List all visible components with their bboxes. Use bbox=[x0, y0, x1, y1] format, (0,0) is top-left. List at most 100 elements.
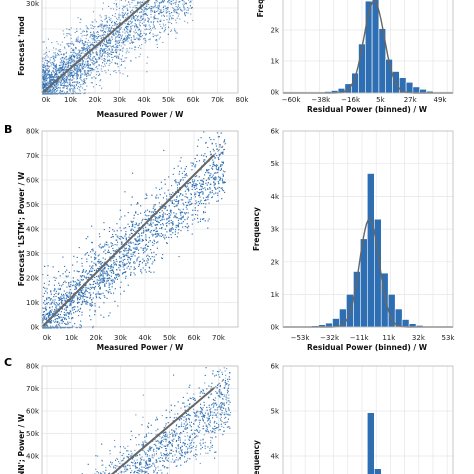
scatter-point bbox=[102, 8, 104, 10]
scatter-point bbox=[90, 31, 92, 33]
scatter-point bbox=[51, 82, 53, 84]
scatter-point bbox=[93, 35, 95, 37]
scatter-point bbox=[55, 70, 57, 72]
scatter-point bbox=[84, 93, 86, 95]
scatter-point bbox=[63, 33, 65, 35]
scatter-point bbox=[163, 19, 165, 21]
scatter-point bbox=[69, 62, 71, 64]
scatter-point bbox=[56, 73, 58, 75]
scatter-point bbox=[79, 55, 81, 57]
scatter-point bbox=[168, 0, 170, 1]
scatter-point bbox=[153, 11, 155, 13]
scatter-point bbox=[83, 44, 85, 46]
scatter-point bbox=[45, 75, 47, 77]
scatter-point bbox=[104, 60, 106, 62]
scatter-point bbox=[157, 10, 159, 12]
scatter-point bbox=[110, 18, 112, 20]
scatter-point bbox=[46, 84, 48, 86]
scatter-point bbox=[95, 47, 97, 49]
scatter-point bbox=[139, 21, 141, 23]
scatter-point bbox=[68, 62, 70, 64]
scatter-point bbox=[70, 93, 72, 95]
scatter-point bbox=[83, 81, 85, 83]
scatter-point bbox=[96, 65, 98, 67]
scatter-point bbox=[94, 39, 96, 41]
scatter-point bbox=[136, 27, 138, 29]
scatter-point bbox=[88, 70, 90, 72]
scatter-point bbox=[173, 9, 175, 11]
scatter-point bbox=[93, 60, 95, 62]
scatter-point bbox=[86, 43, 88, 45]
scatter-point bbox=[54, 66, 56, 68]
scatter-point bbox=[138, 19, 140, 21]
scatter-point bbox=[165, 24, 167, 26]
scatter-point bbox=[140, 47, 142, 49]
scatter-point bbox=[93, 31, 95, 33]
scatter-point bbox=[48, 70, 50, 72]
scatter-point bbox=[46, 83, 48, 85]
scatter-point bbox=[84, 71, 86, 73]
scatter-point bbox=[68, 45, 70, 47]
scatter-point bbox=[67, 65, 69, 67]
scatter-point bbox=[77, 69, 79, 71]
scatter-point bbox=[142, 19, 144, 21]
scatter-point bbox=[92, 52, 94, 54]
scatter-point bbox=[166, 15, 168, 17]
x-tick-label: 30k bbox=[113, 96, 127, 104]
scatter-point bbox=[77, 17, 79, 19]
scatter-point bbox=[161, 15, 163, 17]
scatter-point bbox=[171, 17, 173, 19]
scatter-point bbox=[108, 55, 110, 57]
scatter-point bbox=[75, 81, 77, 83]
plot-frame bbox=[41, 0, 239, 94]
scatter-point bbox=[70, 75, 72, 77]
scatter-point bbox=[82, 30, 84, 32]
scatter-point bbox=[66, 88, 68, 90]
scatter-point bbox=[105, 45, 107, 47]
scatter-point bbox=[150, 9, 152, 11]
scatter-point bbox=[106, 22, 108, 24]
scatter-point bbox=[91, 59, 93, 61]
scatter-point bbox=[129, 29, 131, 31]
scatter-point bbox=[185, 3, 187, 5]
scatter-point bbox=[87, 61, 89, 63]
scatter-point bbox=[104, 44, 106, 46]
scatter-point bbox=[116, 51, 118, 53]
scatter-point bbox=[111, 56, 113, 58]
scatter-point bbox=[59, 70, 61, 72]
scatter-point bbox=[104, 58, 106, 60]
scatter-point bbox=[103, 36, 105, 38]
scatter-point bbox=[114, 15, 116, 17]
scatter-point bbox=[73, 61, 75, 63]
scatter-point bbox=[77, 53, 79, 55]
scatter-point bbox=[108, 60, 110, 62]
scatter-point bbox=[50, 87, 52, 89]
scatter-point bbox=[130, 39, 132, 41]
scatter-point bbox=[98, 26, 100, 28]
scatter-point bbox=[127, 26, 129, 28]
scatter-point bbox=[86, 64, 88, 66]
scatter-point bbox=[44, 66, 46, 68]
scatter-point bbox=[113, 28, 115, 30]
scatter-point bbox=[73, 51, 75, 53]
scatter-point bbox=[142, 1, 144, 3]
scatter-point bbox=[113, 8, 115, 10]
scatter-point bbox=[74, 32, 76, 34]
scatter-point bbox=[92, 34, 94, 36]
scatter-point bbox=[60, 83, 62, 85]
scatter-point bbox=[67, 45, 69, 47]
scatter-point bbox=[57, 67, 59, 69]
scatter-point bbox=[142, 15, 144, 17]
scatter-point bbox=[66, 82, 68, 84]
scatter-point bbox=[110, 8, 112, 10]
scatter-point bbox=[108, 48, 110, 50]
scatter-point bbox=[98, 56, 100, 58]
scatter-point bbox=[55, 82, 57, 84]
scatter-point bbox=[83, 44, 85, 46]
scatter-point bbox=[82, 48, 84, 50]
scatter-point bbox=[69, 57, 71, 59]
scatter-point bbox=[103, 42, 105, 44]
scatter-point bbox=[61, 56, 63, 58]
scatter-point bbox=[99, 74, 101, 76]
